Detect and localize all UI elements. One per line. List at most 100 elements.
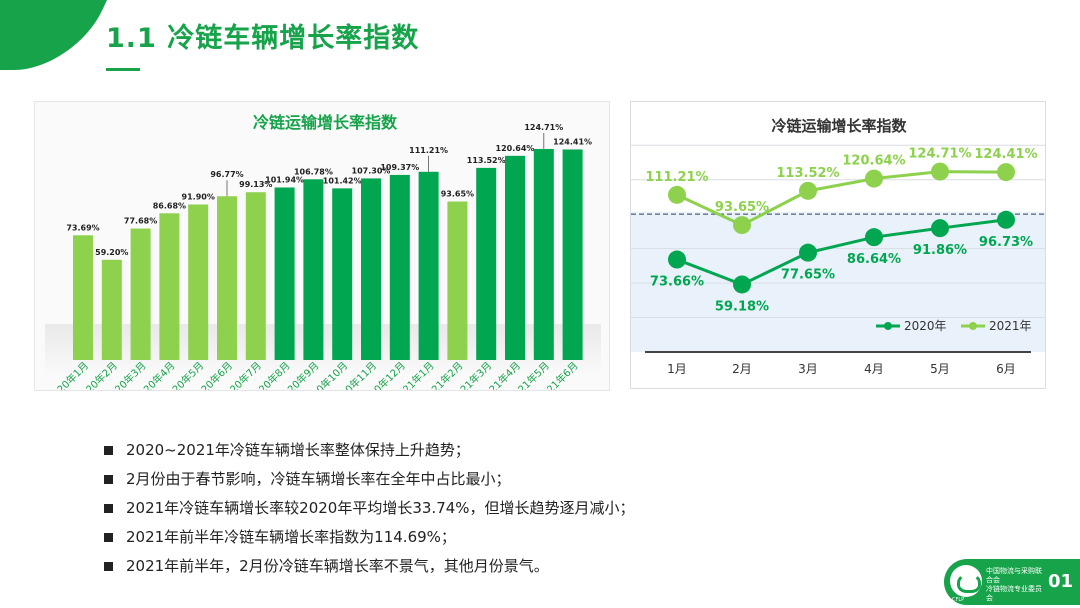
bar-data-label: 111.21%: [409, 146, 448, 155]
data-point: [668, 185, 686, 204]
page-title: 1.1 冷链车辆增长率指数: [106, 23, 420, 54]
bar-data-label: 107.30%: [352, 166, 391, 175]
point-data-label: 77.65%: [781, 268, 835, 283]
bar-data-label: 101.42%: [323, 176, 362, 185]
bar: [274, 187, 295, 360]
bar: [217, 196, 237, 360]
point-data-label: 59.18%: [715, 299, 769, 314]
x-tick-label: 3月: [798, 362, 818, 376]
data-point: [997, 210, 1015, 229]
bar: [533, 148, 554, 360]
bar: [332, 188, 353, 360]
list-item-text: 2月份由于春节影响，冷链车辆增长率在全年中占比最小；: [126, 470, 511, 488]
bullet-square-icon: [104, 446, 113, 455]
x-tick-label: 4月: [864, 362, 884, 376]
logo-line1: 中国物流与采购联合会: [986, 567, 1042, 584]
bar-data-label: 113.52%: [467, 156, 506, 165]
list-item: 2021年冷链车辆增长率较2020年平均增长33.74%，但增长趋势逐月减小；: [104, 494, 1004, 523]
point-data-label: 73.66%: [650, 275, 704, 290]
point-data-label: 86.64%: [847, 252, 901, 267]
legend-label: 2021年: [989, 319, 1032, 333]
bar-data-label: 124.41%: [553, 137, 592, 146]
list-item: 2020~2021年冷链车辆增长率整体保持上升趋势；: [104, 436, 1004, 465]
bar: [130, 228, 151, 360]
bar: [245, 192, 266, 360]
bar: [389, 174, 410, 360]
data-point: [931, 162, 949, 181]
bar: [188, 204, 209, 360]
point-data-label: 113.52%: [776, 166, 839, 181]
logo-abbr: CFLP: [952, 597, 965, 603]
data-point: [733, 216, 751, 235]
bar: [562, 149, 583, 360]
list-item-text: 2021年冷链车辆增长率较2020年平均增长33.74%，但增长趋势逐月减小；: [126, 499, 635, 517]
line-chart-panel: 冷链运输增长率指数 1月 2月 3月 4月 5月 6月 73.66% 59.18% 77.65%…: [630, 101, 1046, 389]
x-tick-label: 5月: [930, 362, 950, 376]
point-data-label: 124.71%: [908, 147, 971, 162]
bar: [418, 171, 439, 360]
bar-data-label: 86.68%: [153, 201, 186, 210]
x-tick-label: 6月: [996, 362, 1016, 376]
bar-data-label: 59.20%: [95, 248, 128, 257]
bullet-square-icon: [104, 533, 113, 542]
summary-list: 2020~2021年冷链车辆增长率整体保持上升趋势； 2月份由于春节影响，冷链车…: [104, 436, 1004, 581]
x-tick-label: 2月: [732, 362, 752, 376]
bar-data-label: 109.37%: [380, 163, 419, 172]
legend-label: 2020年: [904, 319, 947, 333]
bar-data-label: 99.13%: [239, 180, 272, 189]
bar: [361, 178, 381, 360]
data-point: [799, 243, 817, 262]
bar: [73, 235, 93, 360]
series-line: [676, 170, 1007, 227]
bullet-square-icon: [104, 475, 113, 484]
point-data-label: 91.86%: [913, 243, 967, 258]
bar: [303, 179, 324, 360]
list-item-text: 2020~2021年冷链车辆增长率整体保持上升趋势；: [126, 441, 470, 459]
below-reference-area: [631, 212, 1045, 352]
bar-data-label: 124.71%: [524, 123, 563, 132]
data-point: [997, 163, 1015, 182]
bar: [476, 167, 497, 360]
cflp-logo-badge: 中国物流与采购联合会 冷链物流专业委员会 CFLP 01: [944, 559, 1080, 605]
series-line: [676, 218, 1007, 287]
bar: [447, 201, 468, 360]
list-item: 2021年前半年，2月份冷链车辆增长率不景气，其他月份景气。: [104, 552, 1004, 581]
legend-marker: [969, 322, 977, 330]
bar-data-label: 101.94%: [265, 175, 304, 184]
x-tick-label: 1月: [667, 362, 687, 376]
bar: [159, 213, 180, 360]
data-point: [668, 250, 686, 269]
point-data-label: 111.21%: [645, 170, 708, 185]
bar: [505, 155, 525, 360]
list-item-text: 2021年前半年，2月份冷链车辆增长率不景气，其他月份景气。: [126, 557, 549, 575]
bar-data-label: 96.77%: [210, 170, 243, 179]
data-point: [931, 219, 949, 238]
logo-text: 中国物流与采购联合会 冷链物流专业委员会: [986, 567, 1046, 603]
bar-chart: 冷链运输增长率指数 73.69%2020年1月59.20%2020年2月77.6…: [45, 113, 601, 409]
bar-data-label: 91.90%: [182, 192, 215, 201]
data-point: [733, 275, 751, 294]
bullet-square-icon: [104, 504, 113, 513]
cflp-logo-icon: [950, 565, 982, 597]
data-point: [865, 228, 883, 247]
data-point: [865, 169, 883, 188]
line-chart-title: 冷链运输增长率指数: [771, 117, 907, 135]
list-item: 2月份由于春节影响，冷链车辆增长率在全年中占比最小；: [104, 465, 1004, 494]
point-data-label: 124.41%: [974, 147, 1037, 162]
line-chart: 冷链运输增长率指数 1月 2月 3月 4月 5月 6月 73.66% 59.18% 77.65%…: [631, 117, 1045, 376]
bar-data-label: 73.69%: [66, 223, 99, 232]
legend-marker: [884, 322, 892, 330]
point-data-label: 120.64%: [842, 154, 905, 169]
point-data-label: 93.65%: [715, 200, 769, 215]
list-item: 2021年前半年冷链车辆增长率指数为114.69%；: [104, 523, 1004, 552]
logo-line2: 冷链物流专业委员会: [986, 585, 1042, 602]
list-item-text: 2021年前半年冷链车辆增长率指数为114.69%；: [126, 528, 456, 546]
title-underline: [106, 68, 140, 71]
bar: [101, 259, 122, 360]
bar-chart-panel: 冷链运输增长率指数 73.69% 2020年1月 59.20% 2020年2月 77.6…: [34, 101, 610, 409]
bullet-square-icon: [104, 562, 113, 571]
page-number: 01: [1048, 571, 1074, 592]
bar-data-label: 106.78%: [294, 167, 333, 176]
bar-data-label: 77.68%: [124, 217, 157, 226]
bar-data-label: 120.64%: [496, 144, 535, 153]
